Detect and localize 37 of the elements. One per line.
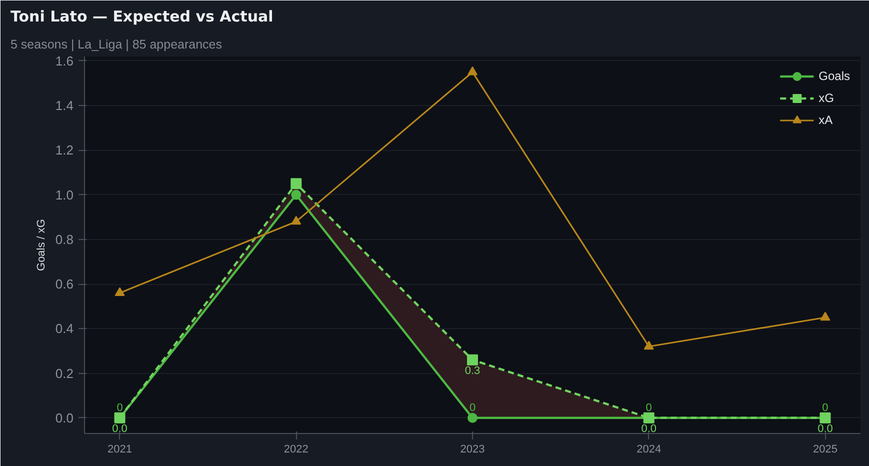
data-label: 0 [469,402,476,414]
y-tick-label: 0.2 [55,366,74,381]
point [290,178,302,190]
point [820,312,830,321]
y-tick-label: 0.6 [55,276,74,292]
y-tick-label: 1.0 [55,187,74,202]
legend-label: xA [818,113,834,127]
x-tick-label: 2023 [460,444,485,456]
point [644,340,654,350]
chart-subtitle: 5 seasons | La_Liga | 85 appearances [10,38,222,52]
y-tick-label: 1.4 [55,98,74,114]
chart-title: Toni Lato — Expected vs Actual [10,8,274,26]
y-tick-label: 1.2 [55,142,74,158]
x-tick-label: 2025 [812,444,838,456]
y-tick-label: 0.8 [55,232,74,247]
point [468,412,478,423]
legend-label: xG [818,91,835,105]
y-tick-label: 0.0 [55,410,74,426]
x-tick-label: 2024 [636,444,662,456]
y-axis-title: Goals / xG [35,219,48,271]
y-tick-label: 1.6 [55,53,74,68]
point [291,216,302,225]
data-label: 0.0 [641,422,657,435]
y-tick-label: 0.4 [55,321,74,336]
legend-label: Goals [818,69,850,83]
data-label: 0.0 [112,422,128,435]
x-tick-label: 2021 [108,444,132,456]
data-label: 0.3 [464,364,480,377]
data-label: 0 [646,402,652,414]
data-label: 0 [116,402,123,414]
point [467,354,478,366]
point [468,66,478,76]
x-tick-label: 2022 [284,444,308,456]
data-label: 0.0 [818,422,833,435]
point [291,190,302,200]
point [114,287,125,296]
data-label: 0 [822,402,828,414]
